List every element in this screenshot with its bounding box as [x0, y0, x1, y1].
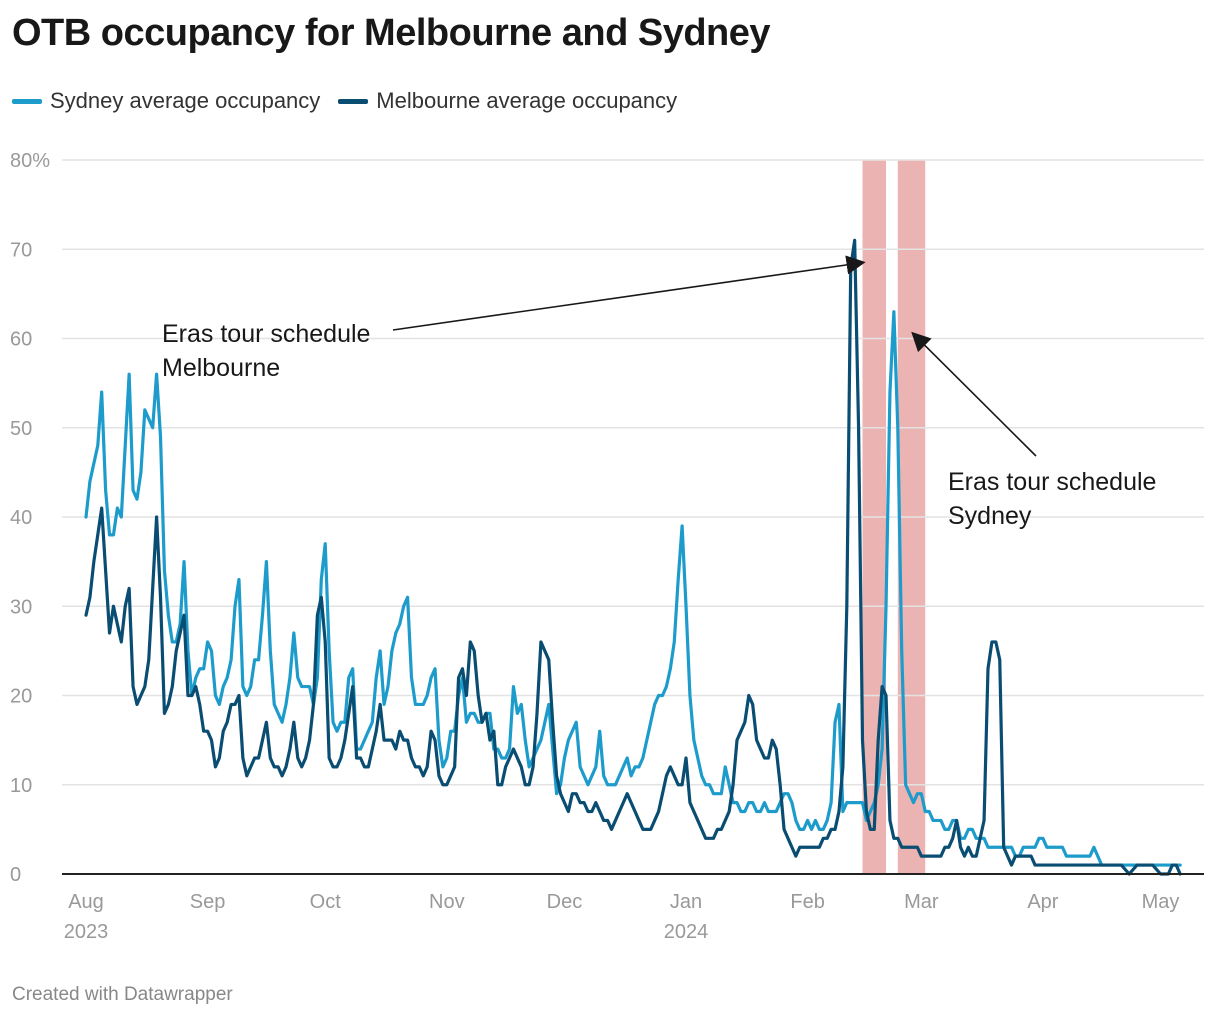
legend-label-sydney: Sydney average occupancy: [50, 88, 321, 113]
legend-swatch-sydney: [12, 98, 42, 104]
chart-title: OTB occupancy for Melbourne and Sydney: [12, 12, 771, 54]
x-tick-label-jan: Jan: [670, 891, 702, 913]
y-tick-label-60: 60: [10, 329, 32, 351]
legend: Sydney average occupancy Melbourne avera…: [12, 88, 677, 114]
x-tick-label-apr: Apr: [1027, 891, 1058, 913]
x-tick-sublabel-2023: 2023: [64, 921, 109, 943]
y-tick-label-20: 20: [10, 686, 32, 708]
y-tick-label-70: 70: [10, 239, 32, 261]
y-tick-label-50: 50: [10, 418, 32, 440]
y-tick-label-40: 40: [10, 507, 32, 529]
x-tick-label-mar: Mar: [904, 891, 939, 913]
series-line-melbourne: [84, 238, 1182, 876]
x-tick-label-aug: Aug: [68, 891, 104, 913]
footer-credit: Created with Datawrapper: [12, 984, 233, 1005]
x-tick-sublabel-2024: 2024: [664, 921, 709, 943]
annotation-arrow-0: [392, 255, 866, 331]
series-line-sydney: [84, 310, 1182, 867]
annotation-text-1-0: Eras tour schedule: [948, 468, 1156, 496]
annotation-text-1-1: Sydney: [948, 502, 1032, 530]
annotation-text-0-0: Eras tour schedule: [162, 320, 370, 348]
y-tick-label-10: 10: [10, 775, 32, 797]
legend-label-melbourne: Melbourne average occupancy: [376, 88, 678, 113]
legend-swatch-melbourne: [338, 98, 369, 104]
y-tick-label-80: 80%: [10, 150, 50, 172]
x-tick-label-dec: Dec: [547, 891, 583, 913]
x-tick-label-oct: Oct: [310, 891, 342, 913]
y-tick-label-0: 0: [10, 864, 21, 886]
x-tick-label-nov: Nov: [429, 891, 465, 913]
annotation-text-0-1: Melbourne: [162, 354, 280, 382]
annotation-arrow-1: [911, 331, 1037, 457]
legend-item-melbourne: Melbourne average occupancy: [338, 88, 677, 114]
line-chart: 0 10 20 30 40 50 60 70 80% Aug 2023 Sep Oct Nov Dec Jan…: [10, 150, 1204, 943]
x-tick-label-may: May: [1142, 891, 1180, 913]
legend-item-sydney: Sydney average occupancy: [12, 88, 320, 114]
x-tick-label-sep: Sep: [190, 891, 226, 913]
y-tick-label-30: 30: [10, 596, 32, 618]
x-tick-label-feb: Feb: [790, 891, 824, 913]
